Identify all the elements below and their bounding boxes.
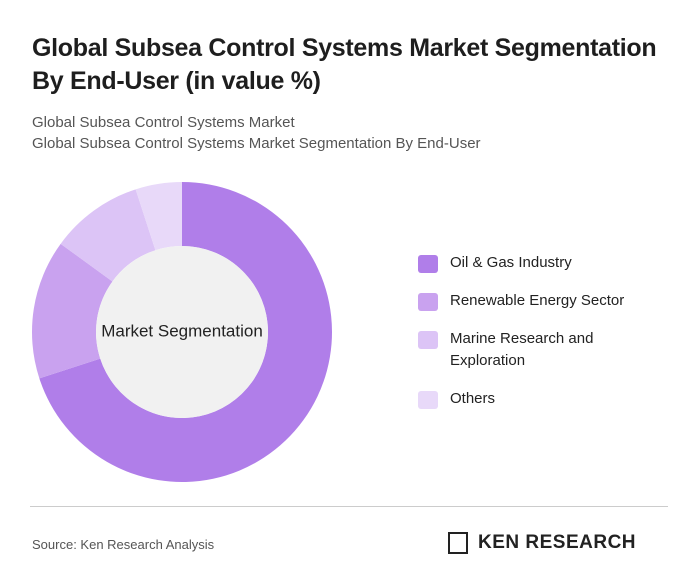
source: Source: Ken Research Analysis — [32, 537, 215, 552]
legend-label: Marine Research and Exploration — [450, 330, 594, 369]
donut-slice — [39, 182, 332, 482]
legend-swatch — [418, 293, 438, 311]
legend-item: Others — [418, 388, 648, 410]
legend-label: Renewable Energy Sector — [450, 292, 625, 309]
legend-swatch — [418, 391, 438, 409]
subtitle: Global Subsea Control Systems Market — [32, 114, 295, 131]
logo-icon — [448, 532, 468, 554]
legend-item: Oil & Gas Industry — [418, 252, 648, 274]
legend: Oil & Gas Industry Renewable Energy Secto… — [418, 252, 648, 426]
divider — [30, 506, 668, 507]
subtitle: Global Subsea Control Systems Market Seg… — [32, 135, 481, 152]
donut-slice — [32, 243, 113, 379]
donut-slice — [135, 182, 182, 251]
legend-swatch — [418, 255, 438, 273]
legend-item: Renewable Energy Sector — [418, 290, 648, 312]
chart-title: Global Subsea Control Systems Market Seg… — [32, 34, 657, 95]
legend-label: Others — [450, 390, 496, 407]
legend-swatch — [418, 331, 438, 349]
logo: KEN RESEARCH — [448, 532, 636, 554]
logo-text: KEN RESEARCH — [478, 532, 637, 553]
legend-item: Marine Research and Exploration — [418, 328, 648, 372]
legend-label: Oil & Gas Industry — [450, 254, 572, 271]
center-label: Market Segmentation — [101, 321, 263, 340]
donut-slice — [60, 189, 156, 282]
donut-hole — [96, 246, 268, 418]
